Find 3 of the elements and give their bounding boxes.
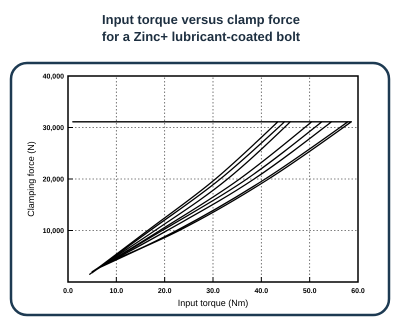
x-axis-title: Input torque (Nm): [178, 298, 248, 308]
y-axis-title: Clamping force (N): [26, 141, 36, 217]
chart-title: Input torque versus clamp force for a Zinc+ lubricant-coated bolt: [102, 12, 301, 44]
